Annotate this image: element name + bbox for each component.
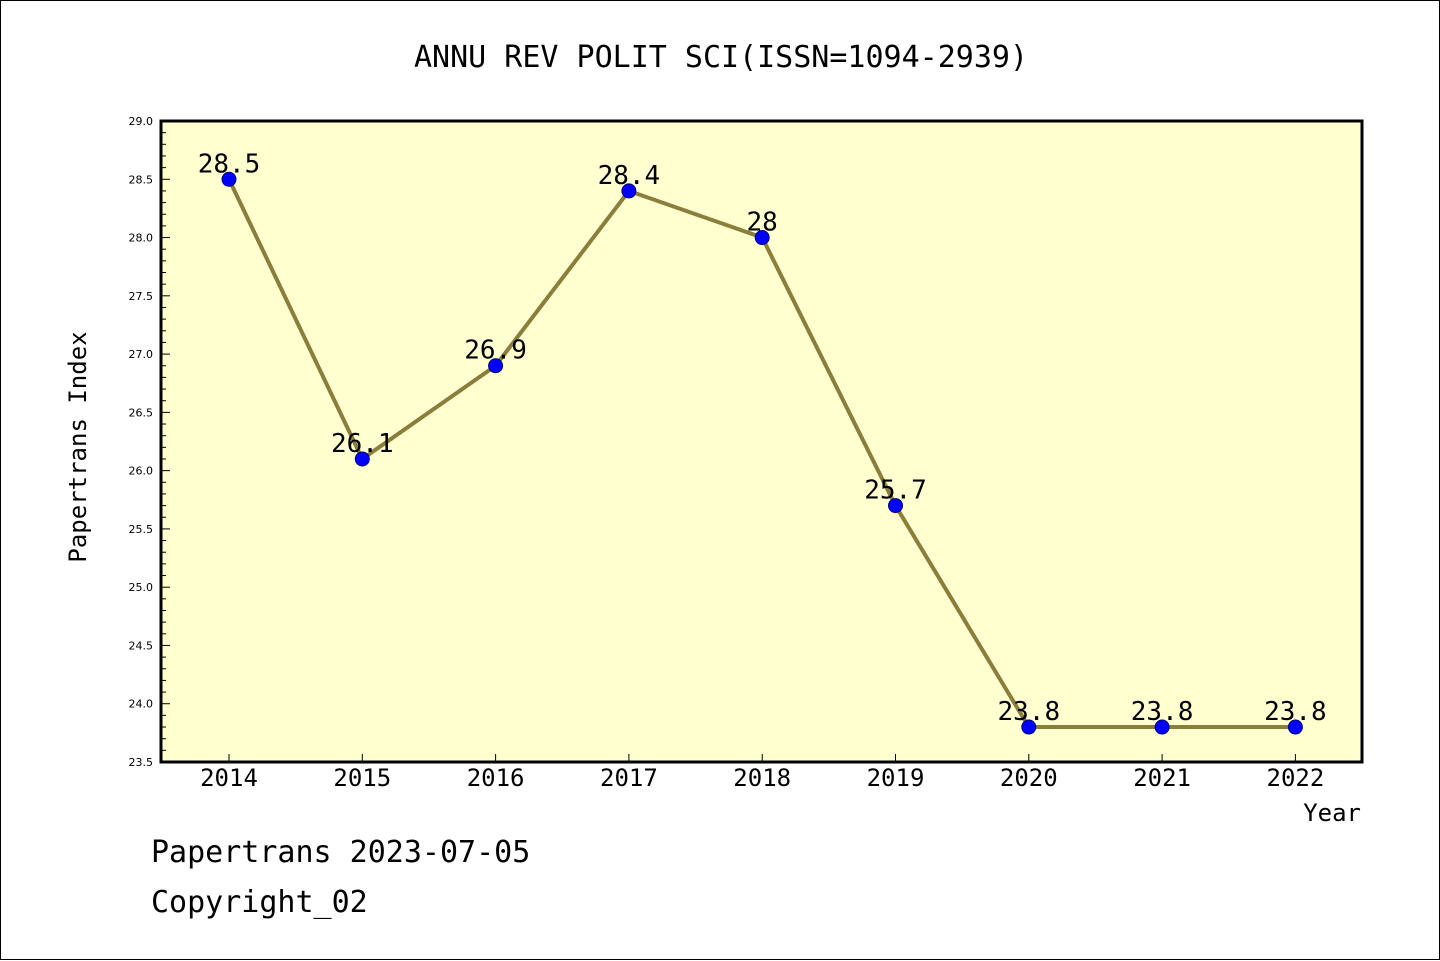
data-point (1021, 719, 1037, 735)
data-label: 23.8 (1264, 697, 1327, 727)
data-point (754, 230, 770, 246)
data-label: 25.7 (864, 476, 927, 506)
y-tick-label: 23.5 (129, 756, 154, 769)
data-label: 28 (747, 208, 778, 238)
x-tick-label: 2022 (1267, 764, 1325, 792)
y-axis-label: Papertrans Index (64, 331, 92, 562)
y-tick-label: 25.0 (129, 581, 154, 594)
y-tick-label: 27.0 (129, 348, 154, 361)
y-tick-label: 24.5 (129, 639, 154, 652)
y-tick-label: 28.0 (129, 232, 154, 245)
plot-area: 23.5 24.0 24.5 25.0 25.5 26.0 26.5 27.0 27.5 28.0… (129, 115, 1364, 792)
x-tick-label: 2021 (1133, 764, 1191, 792)
x-tick-label: 2015 (333, 764, 391, 792)
y-tick-label: 25.5 (129, 523, 154, 536)
data-point (488, 358, 504, 374)
x-tick-label: 2020 (1000, 764, 1058, 792)
x-tick-label: 2016 (467, 764, 525, 792)
data-label: 23.8 (1131, 697, 1194, 727)
plot-background (161, 121, 1362, 762)
footer-date-line: Papertrans 2023-07-05 (151, 835, 531, 870)
data-point (221, 171, 237, 187)
data-label: 26.1 (331, 429, 394, 459)
data-point (621, 183, 637, 199)
y-tick-label: 24.0 (129, 698, 154, 711)
data-label: 28.4 (598, 161, 661, 191)
data-label: 28.5 (198, 149, 261, 179)
chart-title: ANNU REV POLIT SCI(ISSN=1094-2939) (414, 40, 1028, 75)
data-point (1287, 719, 1303, 735)
x-tick-label: 2017 (600, 764, 658, 792)
y-tick-label: 29.0 (129, 115, 154, 128)
y-tick-label: 27.5 (129, 290, 154, 303)
data-point (888, 498, 903, 514)
data-label: 26.9 (464, 336, 527, 366)
data-point (354, 451, 370, 467)
data-point (1154, 719, 1170, 735)
data-label: 23.8 (997, 697, 1060, 727)
footer-copyright-line: Copyright_02 (151, 885, 368, 920)
y-tick-label: 28.5 (129, 173, 154, 186)
x-axis-label: Year (1303, 799, 1361, 827)
y-tick-label: 26.0 (129, 465, 154, 478)
y-tick-label: 26.5 (129, 406, 154, 419)
plot-frame (159, 119, 1364, 764)
x-tick-label: 2014 (200, 764, 258, 792)
x-tick-label: 2019 (867, 764, 925, 792)
x-tick-label: 2018 (733, 764, 791, 792)
